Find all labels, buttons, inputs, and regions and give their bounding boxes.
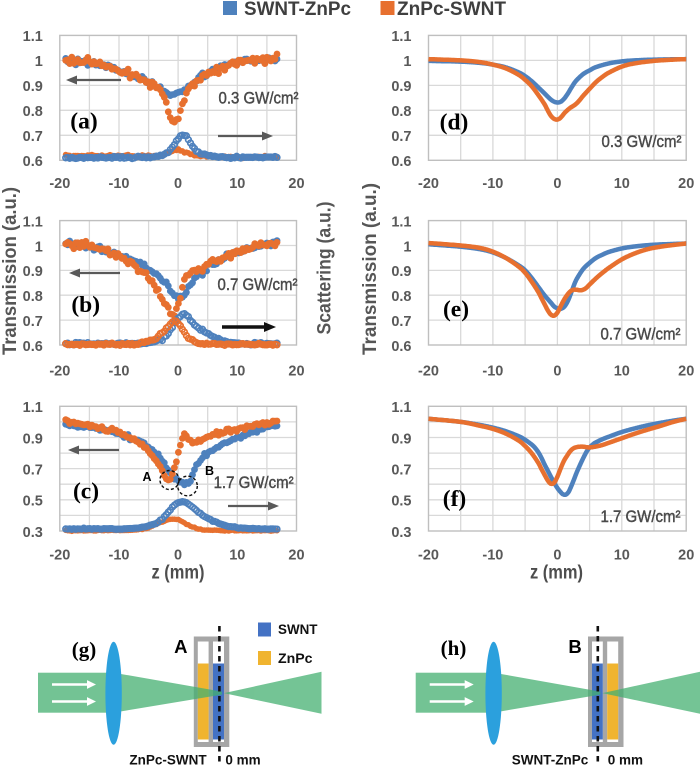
svg-text:0: 0 bbox=[174, 364, 182, 380]
svg-text:0.7: 0.7 bbox=[391, 314, 411, 330]
svg-text:0.3 GW/cm²: 0.3 GW/cm² bbox=[219, 89, 299, 108]
svg-text:-10: -10 bbox=[482, 364, 503, 380]
svg-text:20: 20 bbox=[678, 364, 694, 380]
svg-text:0.5: 0.5 bbox=[391, 494, 411, 510]
svg-text:20: 20 bbox=[288, 364, 304, 380]
svg-text:0.3: 0.3 bbox=[23, 525, 43, 541]
svg-text:0: 0 bbox=[553, 176, 561, 192]
svg-text:-10: -10 bbox=[109, 364, 130, 380]
svg-text:-10: -10 bbox=[109, 548, 130, 564]
svg-text:B: B bbox=[205, 464, 214, 478]
svg-text:0.7 GW/cm²: 0.7 GW/cm² bbox=[601, 325, 681, 344]
svg-text:10: 10 bbox=[614, 364, 630, 380]
svg-text:10: 10 bbox=[614, 548, 630, 564]
svg-text:A: A bbox=[174, 636, 187, 657]
svg-text:0.9: 0.9 bbox=[23, 264, 43, 280]
svg-text:-10: -10 bbox=[482, 548, 503, 564]
svg-text:0: 0 bbox=[174, 176, 182, 192]
svg-text:(e): (e) bbox=[443, 297, 469, 323]
svg-text:10: 10 bbox=[614, 176, 630, 192]
svg-text:B: B bbox=[568, 636, 581, 657]
svg-text:1.1: 1.1 bbox=[391, 29, 411, 45]
svg-text:0.9: 0.9 bbox=[391, 79, 411, 95]
svg-text:0.9: 0.9 bbox=[23, 79, 43, 95]
svg-text:10: 10 bbox=[229, 364, 245, 380]
svg-text:20: 20 bbox=[678, 176, 694, 192]
svg-text:0.5: 0.5 bbox=[23, 494, 43, 510]
svg-text:SWNT-ZnPc: SWNT-ZnPc bbox=[512, 753, 589, 768]
svg-text:(h): (h) bbox=[441, 636, 467, 660]
svg-text:0.6: 0.6 bbox=[391, 339, 411, 355]
svg-text:SWNT-ZnPc: SWNT-ZnPc bbox=[244, 0, 351, 20]
svg-text:(a): (a) bbox=[70, 109, 97, 135]
svg-text:(g): (g) bbox=[72, 638, 97, 662]
svg-text:0.7: 0.7 bbox=[391, 463, 411, 479]
svg-text:A: A bbox=[142, 470, 151, 484]
svg-text:ZnPc-SWNT: ZnPc-SWNT bbox=[397, 0, 506, 20]
svg-text:0.8: 0.8 bbox=[23, 289, 43, 305]
svg-text:0.8: 0.8 bbox=[391, 289, 411, 305]
svg-text:0.7: 0.7 bbox=[391, 129, 411, 145]
svg-text:0: 0 bbox=[553, 364, 561, 380]
svg-text:z (mm): z (mm) bbox=[152, 563, 205, 584]
svg-text:SWNT: SWNT bbox=[278, 621, 318, 637]
svg-text:1.7 GW/cm²: 1.7 GW/cm² bbox=[601, 507, 681, 526]
svg-text:0.3 GW/cm²: 0.3 GW/cm² bbox=[602, 132, 682, 151]
svg-text:Scattering (a.u.): Scattering (a.u.) bbox=[315, 202, 336, 335]
svg-text:(f): (f) bbox=[443, 486, 466, 512]
svg-text:0 mm: 0 mm bbox=[608, 753, 643, 768]
svg-text:-20: -20 bbox=[418, 364, 439, 380]
svg-text:0.8: 0.8 bbox=[23, 104, 43, 120]
svg-text:0.6: 0.6 bbox=[391, 154, 411, 170]
svg-text:0.9: 0.9 bbox=[23, 431, 43, 447]
svg-text:10: 10 bbox=[229, 176, 245, 192]
svg-text:(c): (c) bbox=[73, 479, 99, 505]
svg-text:0: 0 bbox=[553, 548, 561, 564]
svg-text:0.9: 0.9 bbox=[391, 431, 411, 447]
svg-text:0: 0 bbox=[174, 548, 182, 564]
svg-text:Transmission (a.u.): Transmission (a.u.) bbox=[360, 183, 381, 355]
svg-text:1.1: 1.1 bbox=[391, 400, 411, 416]
svg-text:(d): (d) bbox=[440, 110, 469, 136]
svg-text:-10: -10 bbox=[109, 176, 130, 192]
svg-text:1.1: 1.1 bbox=[23, 214, 43, 230]
svg-text:0.8: 0.8 bbox=[391, 104, 411, 120]
svg-text:1: 1 bbox=[35, 239, 43, 255]
svg-text:z (mm): z (mm) bbox=[530, 563, 583, 584]
svg-text:-20: -20 bbox=[49, 364, 70, 380]
svg-text:0.6: 0.6 bbox=[23, 154, 43, 170]
svg-text:0.7 GW/cm²: 0.7 GW/cm² bbox=[218, 275, 298, 294]
svg-text:0.7: 0.7 bbox=[23, 129, 43, 145]
svg-text:0.7: 0.7 bbox=[23, 314, 43, 330]
svg-text:0.6: 0.6 bbox=[23, 339, 43, 355]
svg-text:Transmission (a.u.): Transmission (a.u.) bbox=[0, 187, 21, 355]
svg-text:(b): (b) bbox=[71, 292, 100, 318]
svg-text:1: 1 bbox=[403, 239, 411, 255]
svg-text:-20: -20 bbox=[49, 548, 70, 564]
svg-text:1.1: 1.1 bbox=[391, 214, 411, 230]
svg-text:0.7: 0.7 bbox=[23, 463, 43, 479]
svg-text:20: 20 bbox=[678, 548, 694, 564]
svg-text:ZnPc: ZnPc bbox=[278, 650, 313, 666]
svg-text:0.9: 0.9 bbox=[391, 264, 411, 280]
svg-text:-20: -20 bbox=[418, 176, 439, 192]
svg-text:1.7 GW/cm²: 1.7 GW/cm² bbox=[214, 473, 294, 492]
svg-text:10: 10 bbox=[229, 548, 245, 564]
svg-text:20: 20 bbox=[288, 548, 304, 564]
svg-text:20: 20 bbox=[288, 176, 304, 192]
svg-text:0 mm: 0 mm bbox=[225, 753, 260, 768]
svg-text:0.3: 0.3 bbox=[391, 525, 411, 541]
svg-text:1: 1 bbox=[403, 54, 411, 70]
svg-text:-20: -20 bbox=[418, 548, 439, 564]
svg-text:1.1: 1.1 bbox=[23, 29, 43, 45]
svg-text:-20: -20 bbox=[49, 176, 70, 192]
svg-text:1: 1 bbox=[35, 54, 43, 70]
svg-text:1.1: 1.1 bbox=[23, 400, 43, 416]
svg-text:-10: -10 bbox=[482, 176, 503, 192]
svg-text:ZnPc-SWNT: ZnPc-SWNT bbox=[129, 753, 207, 768]
